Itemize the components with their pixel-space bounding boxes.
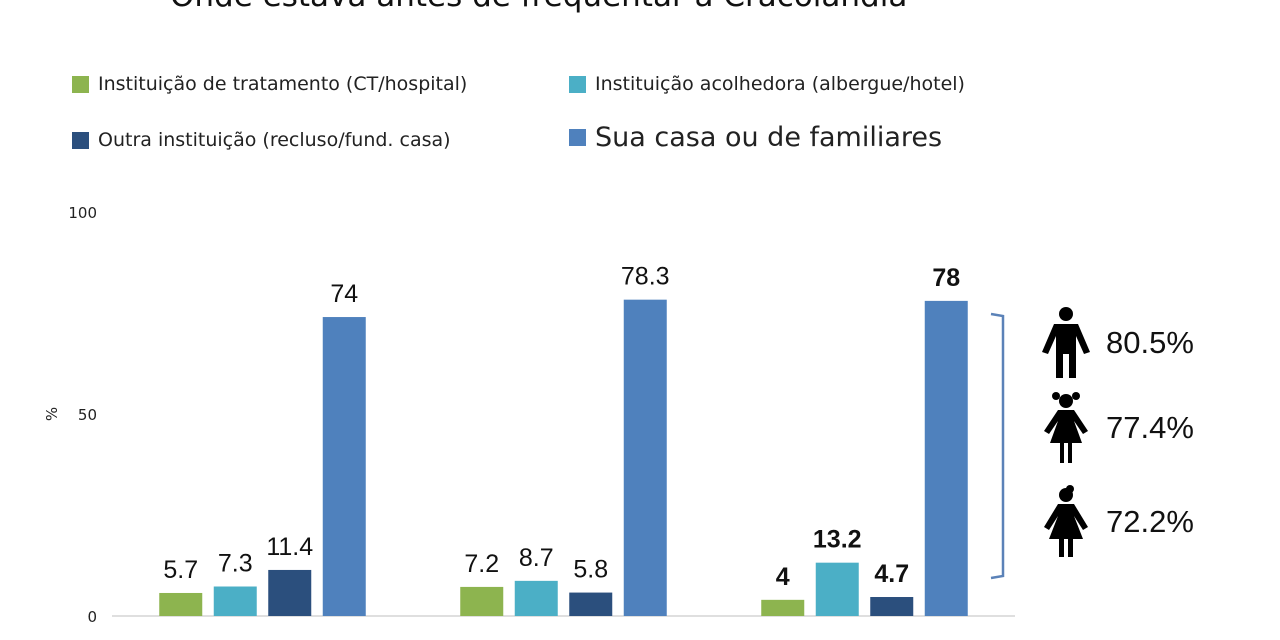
data-label: 13.2 [813,526,862,554]
data-label: 74 [330,280,358,308]
bar [623,299,667,616]
data-label: 5.8 [573,556,608,584]
bracket [990,312,1005,580]
legend-label-home: Sua casa ou de familiares [595,122,943,153]
data-label: 5.7 [163,556,198,584]
legend-swatch-green [72,75,89,93]
stat-female: 72.2% [1040,485,1194,559]
bar [815,562,859,616]
bar [761,599,805,616]
stat-girl-value: 77.4% [1106,410,1194,445]
chart-title: Onde estava antes de frequentar a Cracol… [170,0,907,14]
bar [924,300,968,616]
stat-male: 80.5% [1040,306,1194,380]
legend-swatch-blue [569,129,586,146]
legend-label-treatment: Instituição de tratamento (CT/hospital) [98,73,468,95]
legend-item-treatment: Instituição de tratamento (CT/hospital) [72,73,467,95]
legend-item-shelter: Instituição acolhedora (albergue/hotel) [569,73,965,95]
y-tick-label: 50 [78,406,97,424]
legend-swatch-navy [72,131,89,149]
legend-item-other: Outra instituição (recluso/fund. casa) [72,129,451,151]
data-label: 4 [776,563,790,591]
legend-label-other: Outra instituição (recluso/fund. casa) [98,129,451,151]
data-label: 78 [932,264,960,292]
data-label: 78.3 [621,263,670,291]
bar [460,586,504,616]
y-axis-label: % [43,407,61,421]
legend-swatch-cyan [569,75,586,93]
bar [870,597,914,616]
bar [268,569,312,616]
woman-icon [1044,485,1088,557]
legend-label-shelter: Instituição acolhedora (albergue/hotel) [595,73,965,95]
stat-female-value: 72.2% [1106,504,1194,539]
legend-item-home: Sua casa ou de familiares [569,122,942,153]
man-icon [1042,307,1090,378]
bar [322,317,366,616]
bar [569,592,613,616]
bar [213,586,257,616]
bar [159,592,203,616]
bar [514,580,558,616]
data-label: 8.7 [519,544,554,572]
stat-male-value: 80.5% [1106,325,1194,360]
data-label: 11.4 [266,533,313,561]
stat-girl: 77.4% [1040,391,1194,465]
y-tick-label: 0 [87,608,97,626]
girl-icon [1044,392,1088,463]
data-label: 7.3 [218,550,253,578]
data-label: 4.7 [874,560,909,588]
y-tick-label: 100 [68,204,97,222]
data-label: 7.2 [464,550,499,578]
